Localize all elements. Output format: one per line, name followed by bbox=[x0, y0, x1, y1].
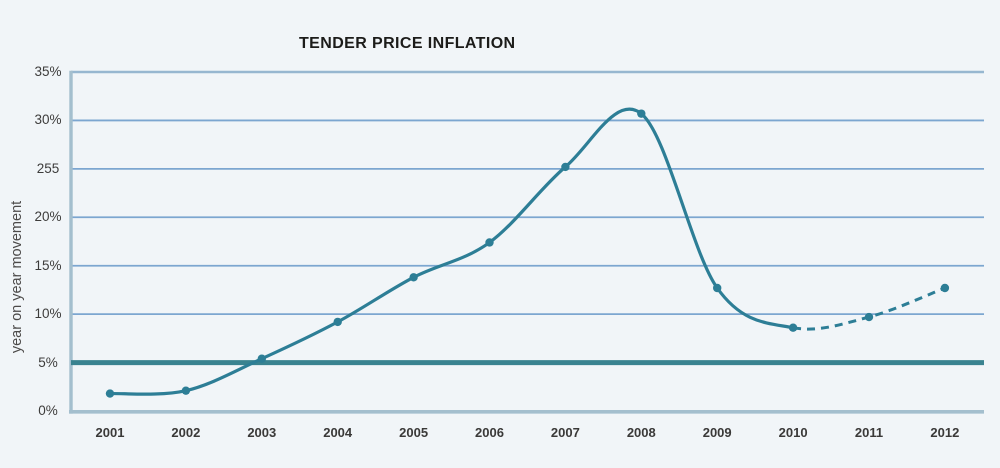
data-point-2003 bbox=[257, 354, 266, 363]
y-tick-label: 30% bbox=[34, 112, 62, 128]
data-point-2005 bbox=[409, 273, 418, 282]
data-point-2006 bbox=[485, 238, 494, 247]
x-tick-label: 2006 bbox=[475, 425, 504, 440]
y-tick-label: 20% bbox=[34, 209, 62, 225]
y-tick-label: 35% bbox=[34, 64, 62, 79]
data-point-2002 bbox=[181, 386, 191, 395]
data-point-2011 bbox=[864, 312, 874, 322]
y-tick-label: 15% bbox=[34, 257, 62, 273]
x-tick-label: 2002 bbox=[171, 425, 201, 440]
series-line-forecast-dashed bbox=[792, 286, 946, 331]
x-tick-label: 2001 bbox=[95, 425, 125, 440]
x-tick-label: 2004 bbox=[323, 425, 353, 440]
y-tick-label: 5% bbox=[38, 354, 58, 370]
y-tick-label: 0% bbox=[38, 403, 58, 418]
data-point-2004 bbox=[333, 317, 342, 327]
x-tick-label: 2011 bbox=[854, 425, 884, 440]
x-tick-label: 2005 bbox=[399, 425, 429, 440]
chart-title: TENDER PRICE INFLATION bbox=[299, 35, 516, 52]
data-point-2009 bbox=[713, 283, 722, 293]
x-tick-label: 2003 bbox=[247, 425, 277, 440]
series-line-solid bbox=[108, 107, 795, 396]
x-tick-label: 2010 bbox=[778, 425, 808, 440]
x-tick-label: 2012 bbox=[930, 425, 960, 440]
x-tick-label: 2009 bbox=[702, 425, 732, 440]
x-tick-label: 2008 bbox=[626, 425, 656, 440]
data-point-2012 bbox=[940, 283, 950, 293]
y-tick-label: 255 bbox=[36, 160, 60, 176]
data-point-2001 bbox=[105, 389, 115, 398]
data-point-2008 bbox=[637, 109, 646, 118]
data-point-2007 bbox=[561, 162, 570, 172]
y-tick-label: 10% bbox=[34, 306, 62, 322]
x-tick-label: 2007 bbox=[550, 425, 580, 440]
data-point-2010 bbox=[788, 323, 798, 332]
